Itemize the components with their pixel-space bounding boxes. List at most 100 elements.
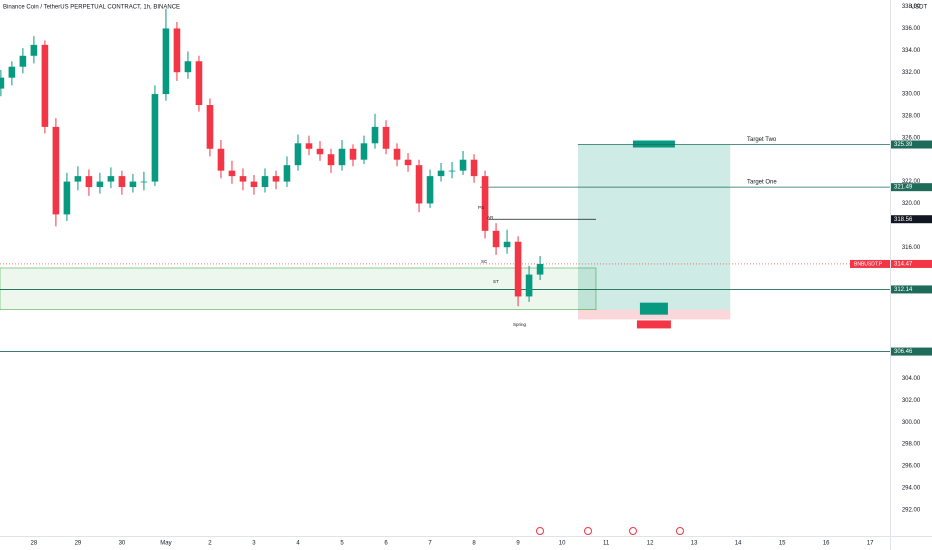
y-tick-label: 292.00 — [902, 507, 921, 513]
candle-body — [349, 148, 357, 160]
candle-body — [525, 274, 533, 297]
symbol-label: BNBUSDT.P — [854, 261, 883, 267]
candle-body — [140, 181, 148, 183]
candle-body — [41, 44, 49, 127]
candle-body — [371, 126, 379, 144]
x-tick-label: 4 — [296, 541, 300, 547]
event-icon — [676, 527, 684, 535]
chart-title: Binance Coin / TetherUS PERPETUAL CONTRA… — [3, 5, 180, 11]
annotation: SC — [481, 259, 488, 264]
candle-body — [327, 154, 335, 166]
candle-body — [272, 176, 280, 182]
y-tick-label: 336.00 — [902, 26, 921, 32]
x-tick-label: 13 — [691, 541, 698, 547]
candle-body — [415, 165, 423, 204]
candle-body — [536, 263, 544, 275]
annotation: PS — [478, 205, 484, 210]
x-tick-label: 28 — [31, 541, 38, 547]
candle-body — [250, 181, 258, 188]
y-tick-label: 330.00 — [902, 92, 921, 98]
price-marker — [891, 140, 932, 149]
candle-body — [52, 126, 60, 215]
y-tick-label: 338.00 — [902, 4, 921, 10]
candle-body — [228, 170, 236, 177]
demand-zone — [0, 289, 597, 310]
price-marker-label: 321.49 — [894, 185, 913, 191]
x-tick-label: 6 — [384, 541, 388, 547]
profit-zone — [577, 144, 731, 310]
y-tick-label: 320.00 — [902, 201, 921, 207]
candle-body — [503, 241, 511, 248]
y-tick-label: 326.00 — [902, 135, 921, 141]
price-marker-label: 314.47 — [894, 262, 913, 268]
x-tick-label: 2 — [208, 541, 212, 547]
candle-body — [261, 176, 269, 188]
price-marker-label: 318.56 — [894, 217, 913, 223]
x-tick-label: 7 — [428, 541, 432, 547]
level-label: Target Two — [747, 137, 777, 143]
x-tick-label: 11 — [603, 541, 610, 547]
price-marker-label: 306.46 — [894, 349, 913, 355]
price-marker — [891, 183, 932, 192]
price-marker — [891, 285, 932, 294]
candle-body — [184, 61, 192, 73]
y-tick-label: 300.00 — [902, 420, 921, 426]
stop-tag — [636, 320, 671, 329]
x-tick-label: 14 — [735, 541, 742, 547]
candle-body — [85, 176, 93, 188]
candle-body — [360, 143, 368, 160]
y-tick-label: 334.00 — [902, 48, 921, 54]
y-tick-label: 322.00 — [902, 179, 921, 185]
axis-unit: USDT — [911, 5, 928, 11]
price-marker-label: 325.39 — [894, 142, 913, 148]
x-tick-label: 9 — [516, 541, 520, 547]
candle-body — [0, 77, 5, 89]
price-marker — [891, 347, 932, 356]
x-tick-label: May — [160, 541, 171, 547]
y-tick-label: 304.00 — [902, 376, 921, 382]
candle-body — [459, 159, 467, 171]
x-tick-label: 30 — [119, 541, 126, 547]
event-icon — [584, 527, 592, 535]
candle-body — [151, 94, 159, 182]
candle-body — [492, 230, 500, 248]
candle-body — [63, 181, 71, 215]
x-tick-label: 10 — [559, 541, 566, 547]
candle-body — [470, 159, 478, 177]
candle-body — [173, 28, 181, 73]
x-tick-label: 15 — [779, 541, 786, 547]
y-tick-label: 294.00 — [902, 485, 921, 491]
price-marker — [891, 259, 932, 268]
event-icons — [536, 527, 684, 535]
x-tick-label: 12 — [647, 541, 654, 547]
price-marker — [891, 215, 932, 224]
x-tick-label: 16 — [823, 541, 830, 547]
candle-body — [19, 55, 27, 67]
x-tick-label: 29 — [75, 541, 82, 547]
candle-body — [30, 44, 38, 56]
candle-body — [437, 170, 445, 177]
candle-body — [338, 148, 346, 166]
demand-zone — [0, 267, 597, 290]
y-tick-label: 298.00 — [902, 442, 921, 448]
candle-body — [206, 105, 214, 149]
event-icon — [536, 527, 544, 535]
y-tick-label: 296.00 — [902, 464, 921, 470]
candle-body — [448, 170, 456, 172]
y-tick-label: 302.00 — [902, 398, 921, 404]
candle-body — [481, 176, 489, 231]
candle-body — [74, 176, 82, 182]
candle-body — [393, 148, 401, 160]
event-icon — [629, 527, 637, 535]
candle-body — [217, 148, 225, 171]
candle-body — [294, 143, 302, 166]
symbol-tag — [850, 259, 890, 268]
x-tick-label: 5 — [340, 541, 344, 547]
entry-tag — [639, 302, 668, 315]
candle-body — [195, 61, 203, 106]
candle-body — [514, 241, 522, 297]
candle-body — [316, 148, 324, 155]
candle-body — [96, 181, 104, 188]
candle-body — [382, 126, 390, 149]
candle-body — [404, 159, 412, 166]
